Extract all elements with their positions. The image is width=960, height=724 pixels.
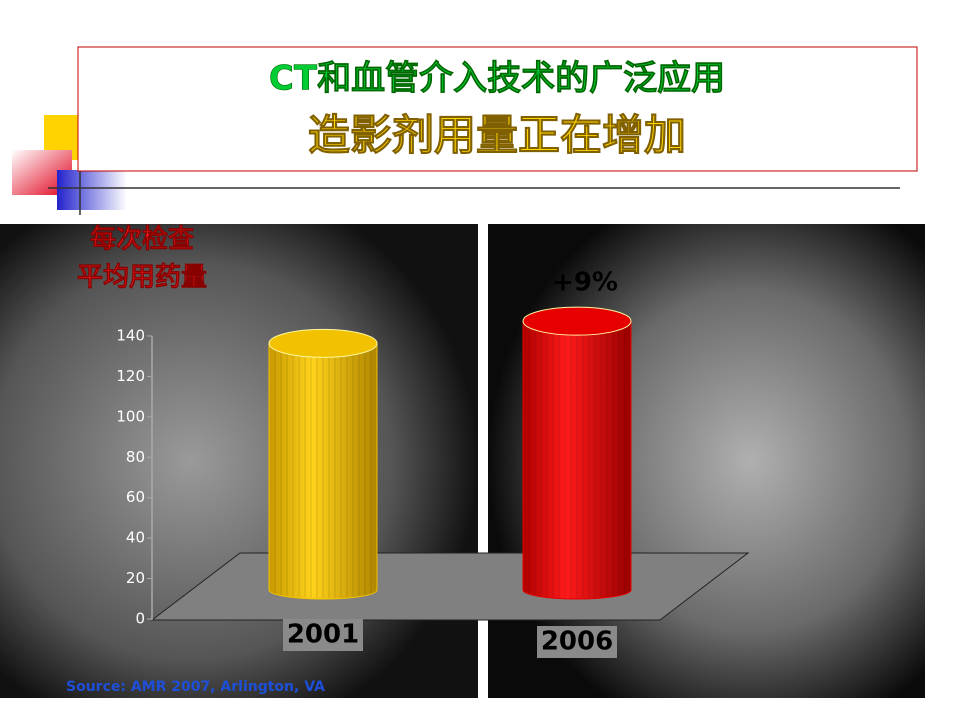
bar-body: [522, 320, 632, 600]
bar-top: [522, 306, 632, 336]
title-box: [77, 46, 918, 172]
y-axis-label: 每次检查: [90, 224, 194, 255]
y-tick-label: 0: [135, 610, 145, 628]
y-tick-label: 60: [126, 488, 145, 506]
label-bg: [537, 626, 617, 658]
bar: [522, 306, 632, 600]
x-tick-label: 2006: [541, 627, 613, 657]
x-tick-label: 2001: [287, 620, 359, 650]
source: Source: AMR 2007, Arlington, VA: [66, 679, 325, 695]
y-axis-label: 平均用药量: [77, 263, 207, 293]
y-tick-label: 100: [116, 407, 145, 425]
y-tick-label: 40: [126, 529, 145, 547]
label-bg: [283, 619, 363, 651]
bar: [268, 328, 378, 600]
y-tick-label: 140: [116, 327, 145, 345]
y-tick-label: 20: [126, 569, 145, 587]
bar-top: [268, 328, 378, 358]
deco-square: [57, 170, 127, 210]
annotation: +9%: [552, 268, 618, 298]
ct-image: [0, 224, 478, 698]
y-tick-label: 120: [116, 367, 145, 385]
subtitle: 造影剂用量正在增加: [308, 111, 686, 160]
y-tick-label: 80: [126, 448, 145, 466]
floor: [150, 552, 750, 621]
bar-body: [268, 342, 378, 600]
title: CT和血管介入技术的广泛应用: [269, 59, 725, 99]
